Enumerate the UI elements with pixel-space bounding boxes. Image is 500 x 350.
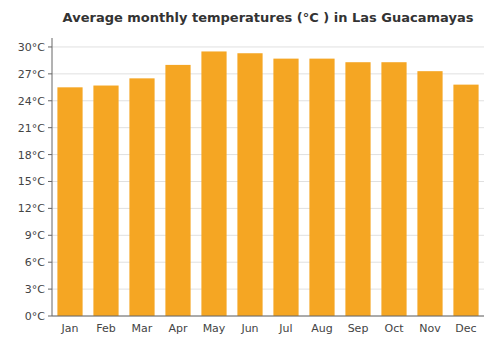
y-tick-label: 24°C: [18, 95, 45, 108]
bars: [57, 51, 478, 316]
x-tick-label: Oct: [384, 322, 404, 335]
y-tick: [48, 316, 52, 317]
x-tick-label: Jun: [240, 322, 258, 335]
x-tick-label: Jul: [278, 322, 292, 335]
bar: [273, 59, 298, 316]
bar: [93, 86, 118, 316]
x-tick-label: Apr: [168, 322, 188, 335]
x-tick-label: Aug: [311, 322, 332, 335]
y-tick: [48, 208, 52, 209]
x-axis: Jan Feb Mar Apr May Jun Jul Aug Sep Oct Nov Dec: [52, 316, 484, 335]
y-tick: [48, 235, 52, 236]
bar: [345, 62, 370, 316]
bar: [417, 71, 442, 316]
chart: Average monthly temperatures (°C ) in La…: [0, 0, 500, 350]
x-tick-label: Feb: [96, 322, 115, 335]
x-tick-label: Jan: [61, 322, 79, 335]
y-tick-label: 9°C: [25, 229, 45, 242]
bar: [237, 53, 262, 316]
y-tick: [48, 262, 52, 263]
y-tick: [48, 181, 52, 182]
y-tick-label: 21°C: [18, 122, 45, 135]
y-tick-label: 12°C: [18, 202, 45, 215]
title: Average monthly temperatures (°C ) in La…: [63, 10, 474, 25]
x-axis-line: [52, 316, 484, 317]
y-tick: [48, 154, 52, 155]
y-tick-label: 30°C: [18, 41, 45, 54]
y-tick: [48, 127, 52, 128]
bar: [453, 85, 478, 316]
x-tick-label: Mar: [132, 322, 153, 335]
y-tick-label: 6°C: [25, 256, 45, 269]
bar: [57, 87, 82, 316]
y-axis: 0°C 3°C 6°C 9°C 12°C 15°C 18°C 21°C 24°C 27°C 30°C: [18, 38, 484, 323]
y-tick-label: 27°C: [18, 68, 45, 81]
x-tick-label: May: [203, 322, 226, 335]
x-tick-label: Dec: [455, 322, 476, 335]
y-tick: [48, 73, 52, 74]
y-tick-label: 0°C: [25, 310, 45, 323]
bar: [309, 59, 334, 316]
bar: [381, 62, 406, 316]
y-tick-label: 15°C: [18, 175, 45, 188]
y-tick: [48, 100, 52, 101]
y-tick: [48, 46, 52, 47]
y-tick-label: 3°C: [25, 283, 45, 296]
chart-container: Average monthly temperatures (°C ) in La…: [0, 0, 500, 350]
bar: [201, 51, 226, 316]
bar: [129, 78, 154, 316]
grid-line: [52, 316, 484, 317]
y-tick: [48, 289, 52, 290]
bar: [165, 65, 190, 316]
x-tick-label: Sep: [348, 322, 369, 335]
grid-line: [52, 46, 484, 47]
x-tick-label: Nov: [419, 322, 441, 335]
y-tick-label: 18°C: [18, 149, 45, 162]
y-axis-line: [52, 38, 53, 316]
